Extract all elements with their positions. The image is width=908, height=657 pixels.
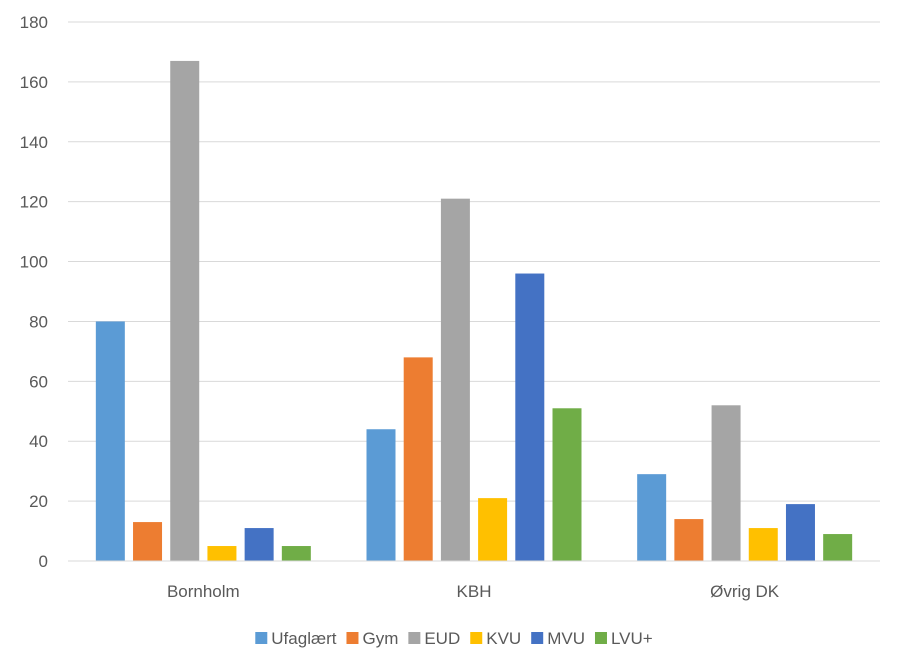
legend: Ufaglært Gym EUD KVU MVU LVU+ xyxy=(255,629,653,648)
bar-øvrig-dk-kvu xyxy=(748,528,778,561)
legend-label: MVU xyxy=(547,629,585,648)
legend-label: LVU+ xyxy=(611,629,653,648)
bar-bornholm-mvu xyxy=(244,528,274,561)
y-tick-label: 0 xyxy=(39,552,48,571)
legend-swatch xyxy=(408,632,421,644)
legend-item: MVU xyxy=(531,629,585,648)
bar-kbh-gym xyxy=(403,357,433,561)
legend-swatch xyxy=(594,632,607,644)
y-tick-label: 160 xyxy=(20,73,48,92)
bar-bornholm-ufaglært xyxy=(95,321,125,561)
y-axis-tick-labels: 0 20 40 60 80 100 120 140 160 180 xyxy=(20,13,48,571)
y-tick-label: 120 xyxy=(20,193,48,212)
gridlines xyxy=(68,21,880,502)
legend-label: KVU xyxy=(486,629,521,648)
bar-kbh-mvu xyxy=(515,273,545,561)
bar-kbh-lvu xyxy=(552,408,582,561)
bars xyxy=(95,60,853,562)
bar-øvrig-dk-ufaglært xyxy=(637,474,667,561)
bar-kbh-eud xyxy=(440,198,470,561)
category-labels: Bornholm KBH Øvrig DK xyxy=(167,582,780,601)
legend-item: EUD xyxy=(408,629,460,648)
category-label: Øvrig DK xyxy=(710,582,780,601)
legend-label: Ufaglært xyxy=(271,629,336,648)
y-tick-label: 60 xyxy=(29,372,48,391)
bar-øvrig-dk-mvu xyxy=(785,504,815,561)
bar-kbh-ufaglært xyxy=(366,429,396,561)
legend-item: LVU+ xyxy=(594,629,653,648)
y-tick-label: 80 xyxy=(29,312,48,331)
legend-label: EUD xyxy=(424,629,460,648)
category-label: Bornholm xyxy=(167,582,240,601)
y-tick-label: 100 xyxy=(20,253,48,272)
bar-bornholm-gym xyxy=(133,522,163,561)
legend-item: Gym xyxy=(346,629,398,648)
bar-øvrig-dk-gym xyxy=(674,519,704,561)
y-tick-label: 140 xyxy=(20,133,48,152)
bar-øvrig-dk-lvu xyxy=(823,534,853,561)
bar-øvrig-dk-eud xyxy=(711,405,741,561)
bar-bornholm-lvu xyxy=(281,546,311,561)
legend-swatch xyxy=(470,632,483,644)
legend-swatch xyxy=(346,632,359,644)
y-tick-label: 40 xyxy=(29,432,48,451)
y-tick-label: 20 xyxy=(29,492,48,511)
y-tick-label: 180 xyxy=(20,13,48,32)
bar-kbh-kvu xyxy=(478,498,508,561)
bar-bornholm-eud xyxy=(170,60,200,562)
category-label: KBH xyxy=(457,582,492,601)
legend-swatch xyxy=(255,632,268,644)
legend-label: Gym xyxy=(362,629,398,648)
legend-item: Ufaglært xyxy=(255,629,337,648)
legend-item: KVU xyxy=(470,629,521,648)
bar-bornholm-kvu xyxy=(207,546,237,561)
legend-swatch xyxy=(531,632,544,644)
